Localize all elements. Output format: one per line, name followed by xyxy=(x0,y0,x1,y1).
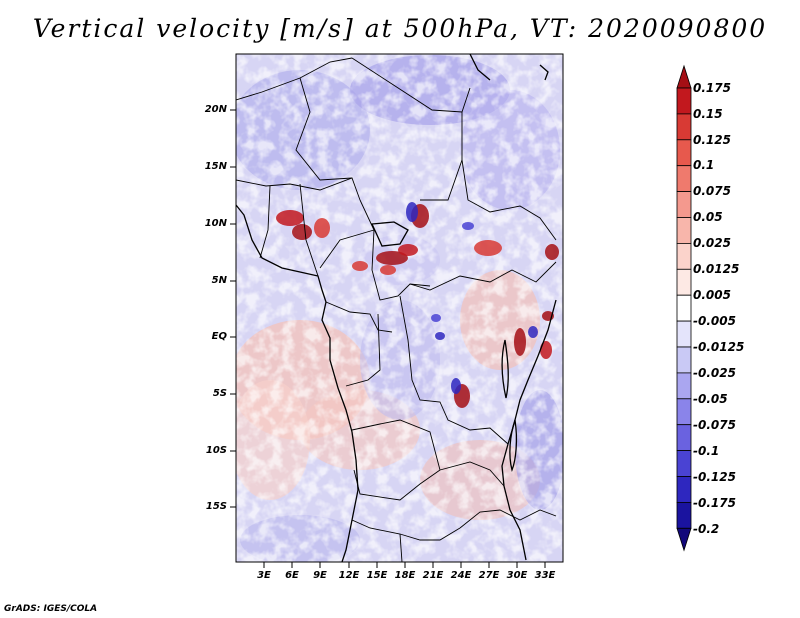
colorbar-segment xyxy=(676,64,692,89)
convective-cell xyxy=(314,218,330,238)
convective-cell xyxy=(474,240,502,256)
colorbar-label: -0.1 xyxy=(693,444,720,458)
lon-label-30e: 30E xyxy=(506,570,528,581)
lon-label-33e: 33E xyxy=(534,570,556,581)
convective-cell xyxy=(435,332,445,340)
lon-label-9e: 9E xyxy=(313,570,327,581)
colorbar-label: -0.2 xyxy=(693,522,720,536)
colorbar-segment xyxy=(676,217,692,244)
colorbar-segment xyxy=(676,450,692,477)
convective-cell xyxy=(431,314,441,322)
convective-cell xyxy=(376,251,408,265)
lon-label-21e: 21E xyxy=(422,570,444,581)
colorbar-label: -0.005 xyxy=(693,314,736,328)
colorbar-label: 0.005 xyxy=(693,288,731,302)
colorbar-label: 0.0125 xyxy=(693,262,740,276)
convective-cell xyxy=(528,326,538,338)
colorbar-segment xyxy=(676,165,692,192)
lon-label-15e: 15E xyxy=(366,570,388,581)
colorbar-label: -0.125 xyxy=(693,470,736,484)
map-title: Vertical velocity [m/s] at 500hPa, VT: 2… xyxy=(32,14,768,43)
colorbar-segment xyxy=(676,527,692,552)
map-frame xyxy=(235,53,564,563)
convective-cell xyxy=(451,378,461,394)
country-borders xyxy=(236,57,557,562)
lon-label-18e: 18E xyxy=(394,570,416,581)
lat-ticks xyxy=(230,109,236,508)
lat-label-10n: 10N xyxy=(204,218,227,229)
colorbar-segment xyxy=(676,398,692,426)
lon-label-6e: 6E xyxy=(285,570,299,581)
colorbar-label: 0.15 xyxy=(693,107,723,121)
colorbar-segment xyxy=(676,501,692,529)
colorbar-label: -0.175 xyxy=(693,496,736,510)
colorbar-label: -0.075 xyxy=(693,418,736,432)
colorbar-label: 0.175 xyxy=(693,81,731,95)
lat-label-5n: 5N xyxy=(211,275,227,286)
convective-cell xyxy=(398,244,418,256)
convective-cell xyxy=(292,224,312,240)
lon-label-24e: 24E xyxy=(450,570,472,581)
colorbar-segment xyxy=(676,320,692,348)
convective-cell xyxy=(380,265,396,275)
lat-label-eq: EQ xyxy=(211,331,227,342)
colorbar-segment xyxy=(676,191,692,218)
colorbar-label: 0.05 xyxy=(693,210,723,224)
convective-cell xyxy=(540,341,552,359)
lat-label-15n: 15N xyxy=(204,161,227,172)
colorbar-segment xyxy=(676,268,692,296)
colorbar-label: -0.05 xyxy=(693,392,728,406)
lat-label-15s: 15S xyxy=(205,501,227,512)
lon-label-12e: 12E xyxy=(338,570,360,581)
colorbar-label: -0.025 xyxy=(693,366,736,380)
convective-cell xyxy=(406,202,418,222)
lat-label-10s: 10S xyxy=(205,445,227,456)
lon-label-27e: 27E xyxy=(478,570,500,581)
colorbar-label: 0.075 xyxy=(693,184,731,198)
lon-ticks xyxy=(263,562,546,568)
lat-label-5s: 5S xyxy=(212,388,227,399)
colorbar-label: 0.025 xyxy=(693,236,731,250)
footer-credit: GrADS: IGES/COLA xyxy=(4,604,98,614)
colorbar-segment xyxy=(676,87,692,115)
convective-cells xyxy=(276,202,559,408)
colorbar-segment xyxy=(676,476,692,503)
convective-cell xyxy=(462,222,474,230)
convective-cell xyxy=(545,244,559,260)
colorbar-segment xyxy=(676,346,692,374)
lon-label-3e: 3E xyxy=(257,570,271,581)
convective-cell xyxy=(276,210,304,226)
colorbar-label: 0.125 xyxy=(693,133,731,147)
lat-label-20n: 20N xyxy=(204,104,227,115)
convective-cell xyxy=(352,261,368,271)
velocity-field xyxy=(236,54,563,562)
colorbar-segment xyxy=(676,294,692,322)
colorbar-segment xyxy=(676,424,692,452)
colorbar-segment xyxy=(676,113,692,141)
colorbar-segment xyxy=(676,372,692,400)
colorbar-segment xyxy=(676,242,692,270)
colorbar xyxy=(676,64,692,552)
colorbar-label: -0.0125 xyxy=(693,340,745,354)
colorbar-segment xyxy=(676,139,692,167)
colorbar-label: 0.1 xyxy=(693,158,715,172)
convective-cell xyxy=(514,328,526,356)
